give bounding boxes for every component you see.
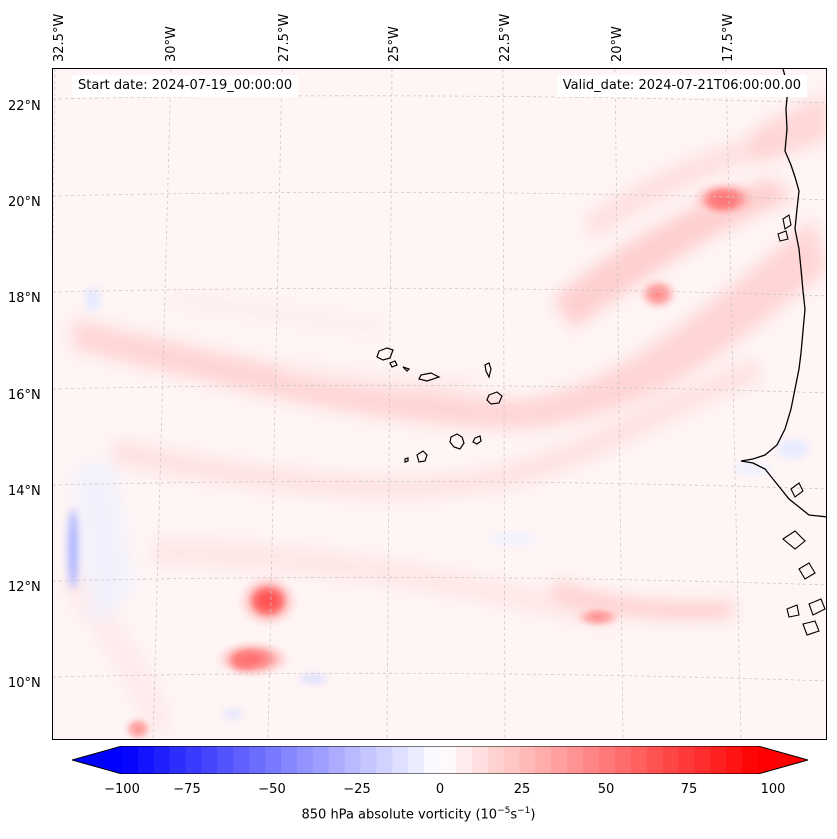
colorbar-tick: 0 <box>435 782 445 797</box>
colorbar-min-extend <box>72 746 122 774</box>
gridlines <box>53 69 826 739</box>
colorbar-step <box>599 746 616 774</box>
lon-label: 32.5°W <box>52 13 67 62</box>
colorbar-step <box>455 746 473 774</box>
colorbar-tick: 75 <box>680 782 698 797</box>
coastline-details <box>777 214 826 636</box>
colorbar-label-prefix: 850 hPa absolute vorticity (10 <box>301 807 498 823</box>
colorbar-tick: −25 <box>343 782 371 797</box>
colorbar-step <box>662 746 679 774</box>
colorbar-label-exp2: −1 <box>517 806 531 816</box>
colorbar-step <box>185 746 202 774</box>
colorbar-step <box>265 746 282 774</box>
colorbar-step <box>678 746 695 774</box>
colorbar-label-suffix: ) <box>530 807 536 823</box>
colorbar-step <box>614 746 632 774</box>
cabo-verde-islands <box>376 347 503 463</box>
colorbar-step <box>535 746 552 774</box>
colorbar-step <box>233 746 250 774</box>
colorbar-step <box>376 746 393 774</box>
colorbar-step <box>694 746 711 774</box>
colorbar-step <box>281 746 298 774</box>
lon-label: 17.5°W <box>721 13 736 62</box>
colorbar-step <box>519 746 536 774</box>
lat-label: 20°N <box>8 195 41 210</box>
colorbar-step <box>710 746 727 774</box>
lon-label: 20°W <box>610 26 625 62</box>
colorbar-step <box>440 746 457 774</box>
colorbar-step <box>360 746 377 774</box>
lon-label: 22.5°W <box>498 13 513 62</box>
colorbar-step <box>153 746 171 774</box>
coastline <box>740 69 826 518</box>
colorbar-step <box>742 746 759 774</box>
colorbar-label-mid: s <box>510 807 518 823</box>
lat-label: 22°N <box>8 99 41 114</box>
colorbar-max-extend <box>758 746 808 774</box>
map-panel[interactable] <box>52 68 827 740</box>
colorbar-tick: −50 <box>258 782 286 797</box>
colorbar-step <box>424 746 441 774</box>
lat-label: 14°N <box>8 484 41 499</box>
colorbar-step <box>217 746 234 774</box>
colorbar-tick: −100 <box>104 782 140 797</box>
colorbar-step <box>122 746 139 774</box>
colorbar-step <box>249 746 266 774</box>
lat-label: 10°N <box>8 676 41 691</box>
colorbar-tick: 100 <box>760 782 786 797</box>
lon-label: 25°W <box>387 26 402 62</box>
colorbar-step <box>487 746 505 774</box>
lon-label: 30°W <box>164 26 179 62</box>
colorbar-step <box>328 746 346 774</box>
lat-label: 12°N <box>8 580 41 595</box>
colorbar-step <box>726 746 743 774</box>
vorticity-map <box>53 69 826 739</box>
colorbar-step <box>583 746 600 774</box>
colorbar-step <box>312 746 330 774</box>
colorbar-label: 850 hPa absolute vorticity (10−5s−1) <box>0 806 837 822</box>
start-date-label: Start date: 2024-07-19_00:00:00 <box>72 75 299 97</box>
negative-vorticity <box>68 287 809 718</box>
colorbar-step <box>137 746 155 774</box>
colorbar-step <box>408 746 425 774</box>
colorbar-step <box>392 746 409 774</box>
colorbar-step <box>503 746 520 774</box>
lat-label: 18°N <box>8 291 41 306</box>
vorticity-maxima <box>122 179 761 739</box>
colorbar-tick: −75 <box>173 782 201 797</box>
colorbar-label-exp1: −5 <box>497 806 511 816</box>
lon-label: 27.5°W <box>277 13 292 62</box>
lat-label: 16°N <box>8 388 41 403</box>
colorbar-step <box>471 746 489 774</box>
colorbar-step <box>344 746 361 774</box>
colorbar-step <box>201 746 218 774</box>
colorbar-step <box>169 746 187 774</box>
colorbar-step <box>296 746 314 774</box>
colorbar-step <box>646 746 664 774</box>
colorbar-step <box>567 746 584 774</box>
colorbar <box>72 746 808 774</box>
colorbar-tick: 50 <box>597 782 615 797</box>
valid-date-label: Valid_date: 2024-07-21T06:00:00.00 <box>556 75 807 97</box>
colorbar-step <box>630 746 648 774</box>
colorbar-tick: 25 <box>513 782 531 797</box>
colorbar-step <box>551 746 568 774</box>
